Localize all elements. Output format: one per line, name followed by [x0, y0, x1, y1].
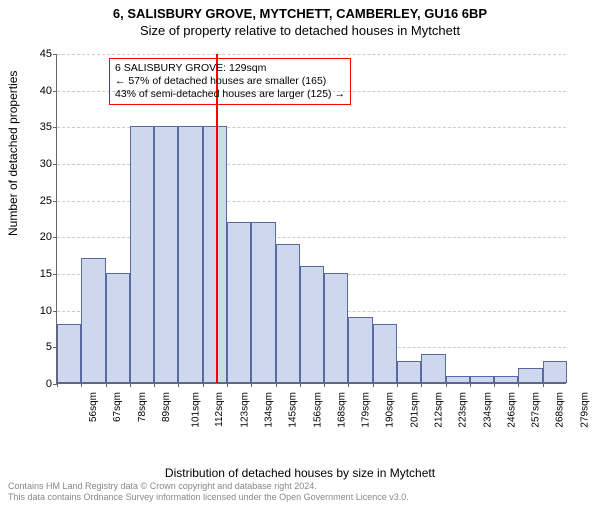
x-tick-mark [421, 383, 422, 387]
histogram-bar [106, 273, 130, 383]
x-tick-mark [227, 383, 228, 387]
callout-line-3: 43% of semi-detached houses are larger (… [115, 88, 345, 101]
y-tick-mark [53, 54, 57, 55]
x-tick-mark [494, 383, 495, 387]
histogram-bar [227, 222, 251, 383]
histogram-bar [324, 273, 348, 383]
x-tick-mark [57, 383, 58, 387]
y-tick-mark [53, 164, 57, 165]
x-tick-mark [470, 383, 471, 387]
y-tick-label: 30 [28, 158, 52, 170]
x-tick-mark [373, 383, 374, 387]
x-tick-mark [81, 383, 82, 387]
histogram-bar [276, 244, 300, 383]
y-tick-mark [53, 91, 57, 92]
plot-region: 56sqm67sqm78sqm89sqm101sqm112sqm123sqm13… [56, 54, 566, 384]
chart-area: 56sqm67sqm78sqm89sqm101sqm112sqm123sqm13… [56, 54, 566, 424]
y-tick-mark [53, 127, 57, 128]
histogram-bar [300, 266, 324, 383]
callout-line-2: ← 57% of detached houses are smaller (16… [115, 75, 345, 88]
histogram-bar [154, 126, 178, 383]
x-axis-label: Distribution of detached houses by size … [0, 466, 600, 480]
footer-line-1: Contains HM Land Registry data © Crown c… [8, 481, 409, 491]
y-tick-mark [53, 201, 57, 202]
x-tick-mark [348, 383, 349, 387]
y-tick-mark [53, 311, 57, 312]
x-tick-mark [446, 383, 447, 387]
histogram-bar [518, 368, 542, 383]
histogram-bar [373, 324, 397, 383]
x-tick-mark [203, 383, 204, 387]
y-tick-label: 25 [28, 195, 52, 207]
x-tick-mark [106, 383, 107, 387]
histogram-bar [130, 126, 154, 383]
histogram-bar [446, 376, 470, 383]
y-tick-label: 20 [28, 231, 52, 243]
callout-line-1: 6 SALISBURY GROVE: 129sqm [115, 62, 345, 75]
page-title: 6, SALISBURY GROVE, MYTCHETT, CAMBERLEY,… [0, 6, 600, 21]
x-tick-mark [300, 383, 301, 387]
x-tick-mark [154, 383, 155, 387]
footer-attribution: Contains HM Land Registry data © Crown c… [8, 481, 409, 502]
histogram-bar [421, 354, 445, 383]
y-tick-mark [53, 237, 57, 238]
x-tick-mark [251, 383, 252, 387]
y-tick-label: 0 [28, 378, 52, 390]
x-tick-mark [178, 383, 179, 387]
histogram-bar [470, 376, 494, 383]
y-axis-label: Number of detached properties [6, 71, 20, 236]
x-tick-mark [130, 383, 131, 387]
callout-box: 6 SALISBURY GROVE: 129sqm ← 57% of detac… [109, 58, 351, 105]
y-tick-label: 5 [28, 341, 52, 353]
x-tick-mark [518, 383, 519, 387]
footer-line-2: This data contains Ordnance Survey infor… [8, 492, 409, 502]
y-tick-label: 45 [28, 48, 52, 60]
page-subtitle: Size of property relative to detached ho… [0, 23, 600, 38]
histogram-bar [251, 222, 275, 383]
histogram-bar [348, 317, 372, 383]
x-tick-mark [397, 383, 398, 387]
histogram-bar [178, 126, 202, 383]
y-tick-label: 15 [28, 268, 52, 280]
y-tick-mark [53, 274, 57, 275]
x-tick-mark [276, 383, 277, 387]
y-tick-label: 35 [28, 121, 52, 133]
histogram-bar [203, 126, 227, 383]
histogram-bar [81, 258, 105, 383]
x-tick-mark [324, 383, 325, 387]
gridline [57, 54, 566, 55]
histogram-bar [57, 324, 81, 383]
histogram-bar [397, 361, 421, 383]
x-tick-mark [543, 383, 544, 387]
y-tick-label: 40 [28, 85, 52, 97]
histogram-bar [543, 361, 567, 383]
y-tick-label: 10 [28, 305, 52, 317]
histogram-bar [494, 376, 518, 383]
